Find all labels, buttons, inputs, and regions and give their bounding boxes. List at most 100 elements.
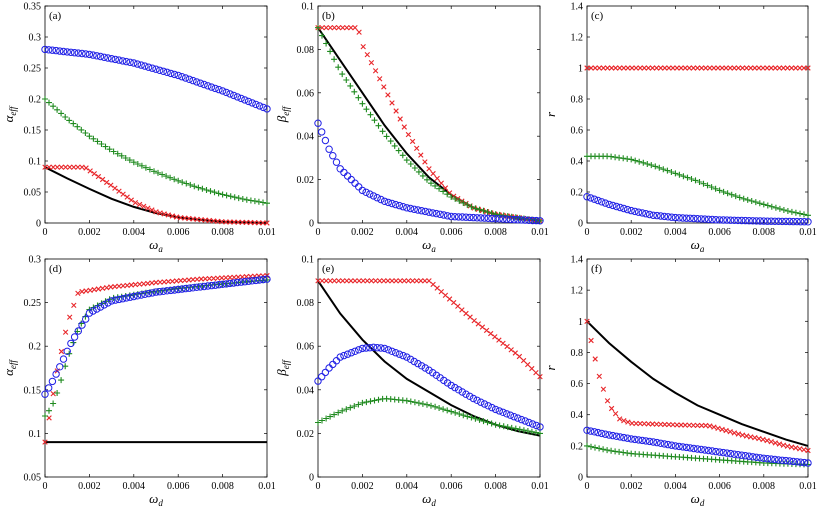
data-point	[491, 215, 500, 223]
data-point	[185, 284, 194, 292]
data-point	[443, 212, 452, 220]
x-tick-label: 0.006	[440, 481, 463, 492]
data-point	[740, 195, 747, 202]
data-point	[45, 46, 53, 54]
data-point	[215, 281, 223, 289]
data-point	[612, 432, 621, 440]
data-point	[335, 409, 342, 416]
data-point	[432, 371, 441, 379]
data-point	[604, 447, 611, 454]
x-axis-label: ωd	[691, 491, 705, 508]
data-point	[500, 423, 507, 430]
y-tick-label: 0.2	[571, 441, 584, 452]
data-point	[78, 321, 86, 329]
data-point	[58, 377, 65, 384]
data-point	[159, 171, 166, 178]
data-point	[492, 334, 498, 340]
data-point	[241, 96, 249, 104]
data-point	[660, 440, 669, 448]
data-point	[323, 278, 329, 284]
data-point	[477, 214, 485, 222]
data-point	[239, 219, 245, 225]
data-point	[340, 278, 346, 284]
data-point	[110, 148, 117, 155]
x-tick-label: 0.006	[708, 227, 731, 238]
data-point	[351, 88, 358, 95]
data-point	[247, 219, 254, 226]
data-point	[45, 384, 53, 392]
data-point	[211, 189, 218, 196]
data-point	[202, 276, 208, 282]
data-point	[174, 285, 182, 294]
data-point	[252, 276, 260, 285]
data-point	[90, 135, 97, 142]
data-point	[87, 287, 93, 293]
data-point	[496, 211, 503, 218]
data-point	[85, 309, 94, 317]
data-point	[235, 274, 241, 280]
y-tick-label: 0.02	[297, 429, 315, 440]
data-point	[389, 100, 395, 106]
data-point	[612, 411, 619, 417]
data-point	[323, 40, 330, 47]
data-point	[63, 48, 71, 56]
x-tick-label: 0.01	[258, 481, 276, 492]
data-point	[612, 65, 619, 71]
data-point	[58, 110, 65, 117]
data-point	[264, 200, 270, 207]
data-point	[233, 93, 242, 101]
data-point	[805, 447, 811, 454]
x-tick-label: 0.008	[211, 227, 234, 238]
data-point	[207, 281, 216, 290]
data-point	[54, 164, 60, 170]
data-point	[78, 126, 85, 133]
data-point	[723, 449, 731, 457]
data-point	[411, 399, 418, 406]
data-point	[760, 217, 768, 225]
data-point	[106, 146, 113, 153]
x-tick-label: 0	[316, 481, 321, 492]
data-point	[124, 194, 130, 200]
y-tick-label: 0.08	[297, 45, 315, 56]
data-point	[734, 216, 742, 225]
data-point	[796, 458, 805, 466]
data-point	[157, 210, 163, 216]
y-tick-label: 0.05	[24, 188, 42, 199]
data-point	[767, 217, 775, 225]
data-point	[46, 99, 52, 106]
data-point	[344, 278, 350, 284]
data-point	[83, 288, 89, 294]
data-point	[409, 278, 416, 284]
data-point	[771, 217, 779, 226]
data-point	[86, 133, 93, 140]
data-point	[331, 278, 338, 284]
x-tick-label: 0.01	[531, 227, 549, 238]
y-tick-label: 0.3	[29, 33, 42, 44]
data-point	[425, 208, 433, 216]
data-point	[460, 199, 467, 206]
x-tick-label: 0	[316, 227, 321, 238]
data-point	[414, 278, 420, 284]
data-point	[343, 406, 350, 413]
data-point	[525, 418, 533, 427]
data-point	[167, 174, 174, 181]
data-point	[362, 344, 370, 352]
data-point	[621, 418, 627, 424]
data-point	[801, 65, 807, 71]
data-point	[648, 162, 655, 169]
data-point	[745, 217, 753, 225]
data-point	[46, 164, 52, 170]
data-point	[96, 303, 105, 311]
data-point	[752, 453, 761, 461]
data-point	[674, 422, 680, 428]
data-point	[218, 87, 227, 95]
x-tick-label: 0.002	[78, 481, 101, 492]
data-point	[771, 455, 779, 464]
data-point	[102, 143, 109, 150]
x-tick-label: 0.01	[258, 227, 276, 238]
data-point	[120, 191, 126, 197]
data-point	[701, 215, 709, 223]
data-point	[715, 448, 724, 456]
data-point	[452, 409, 459, 416]
data-point	[183, 180, 190, 187]
